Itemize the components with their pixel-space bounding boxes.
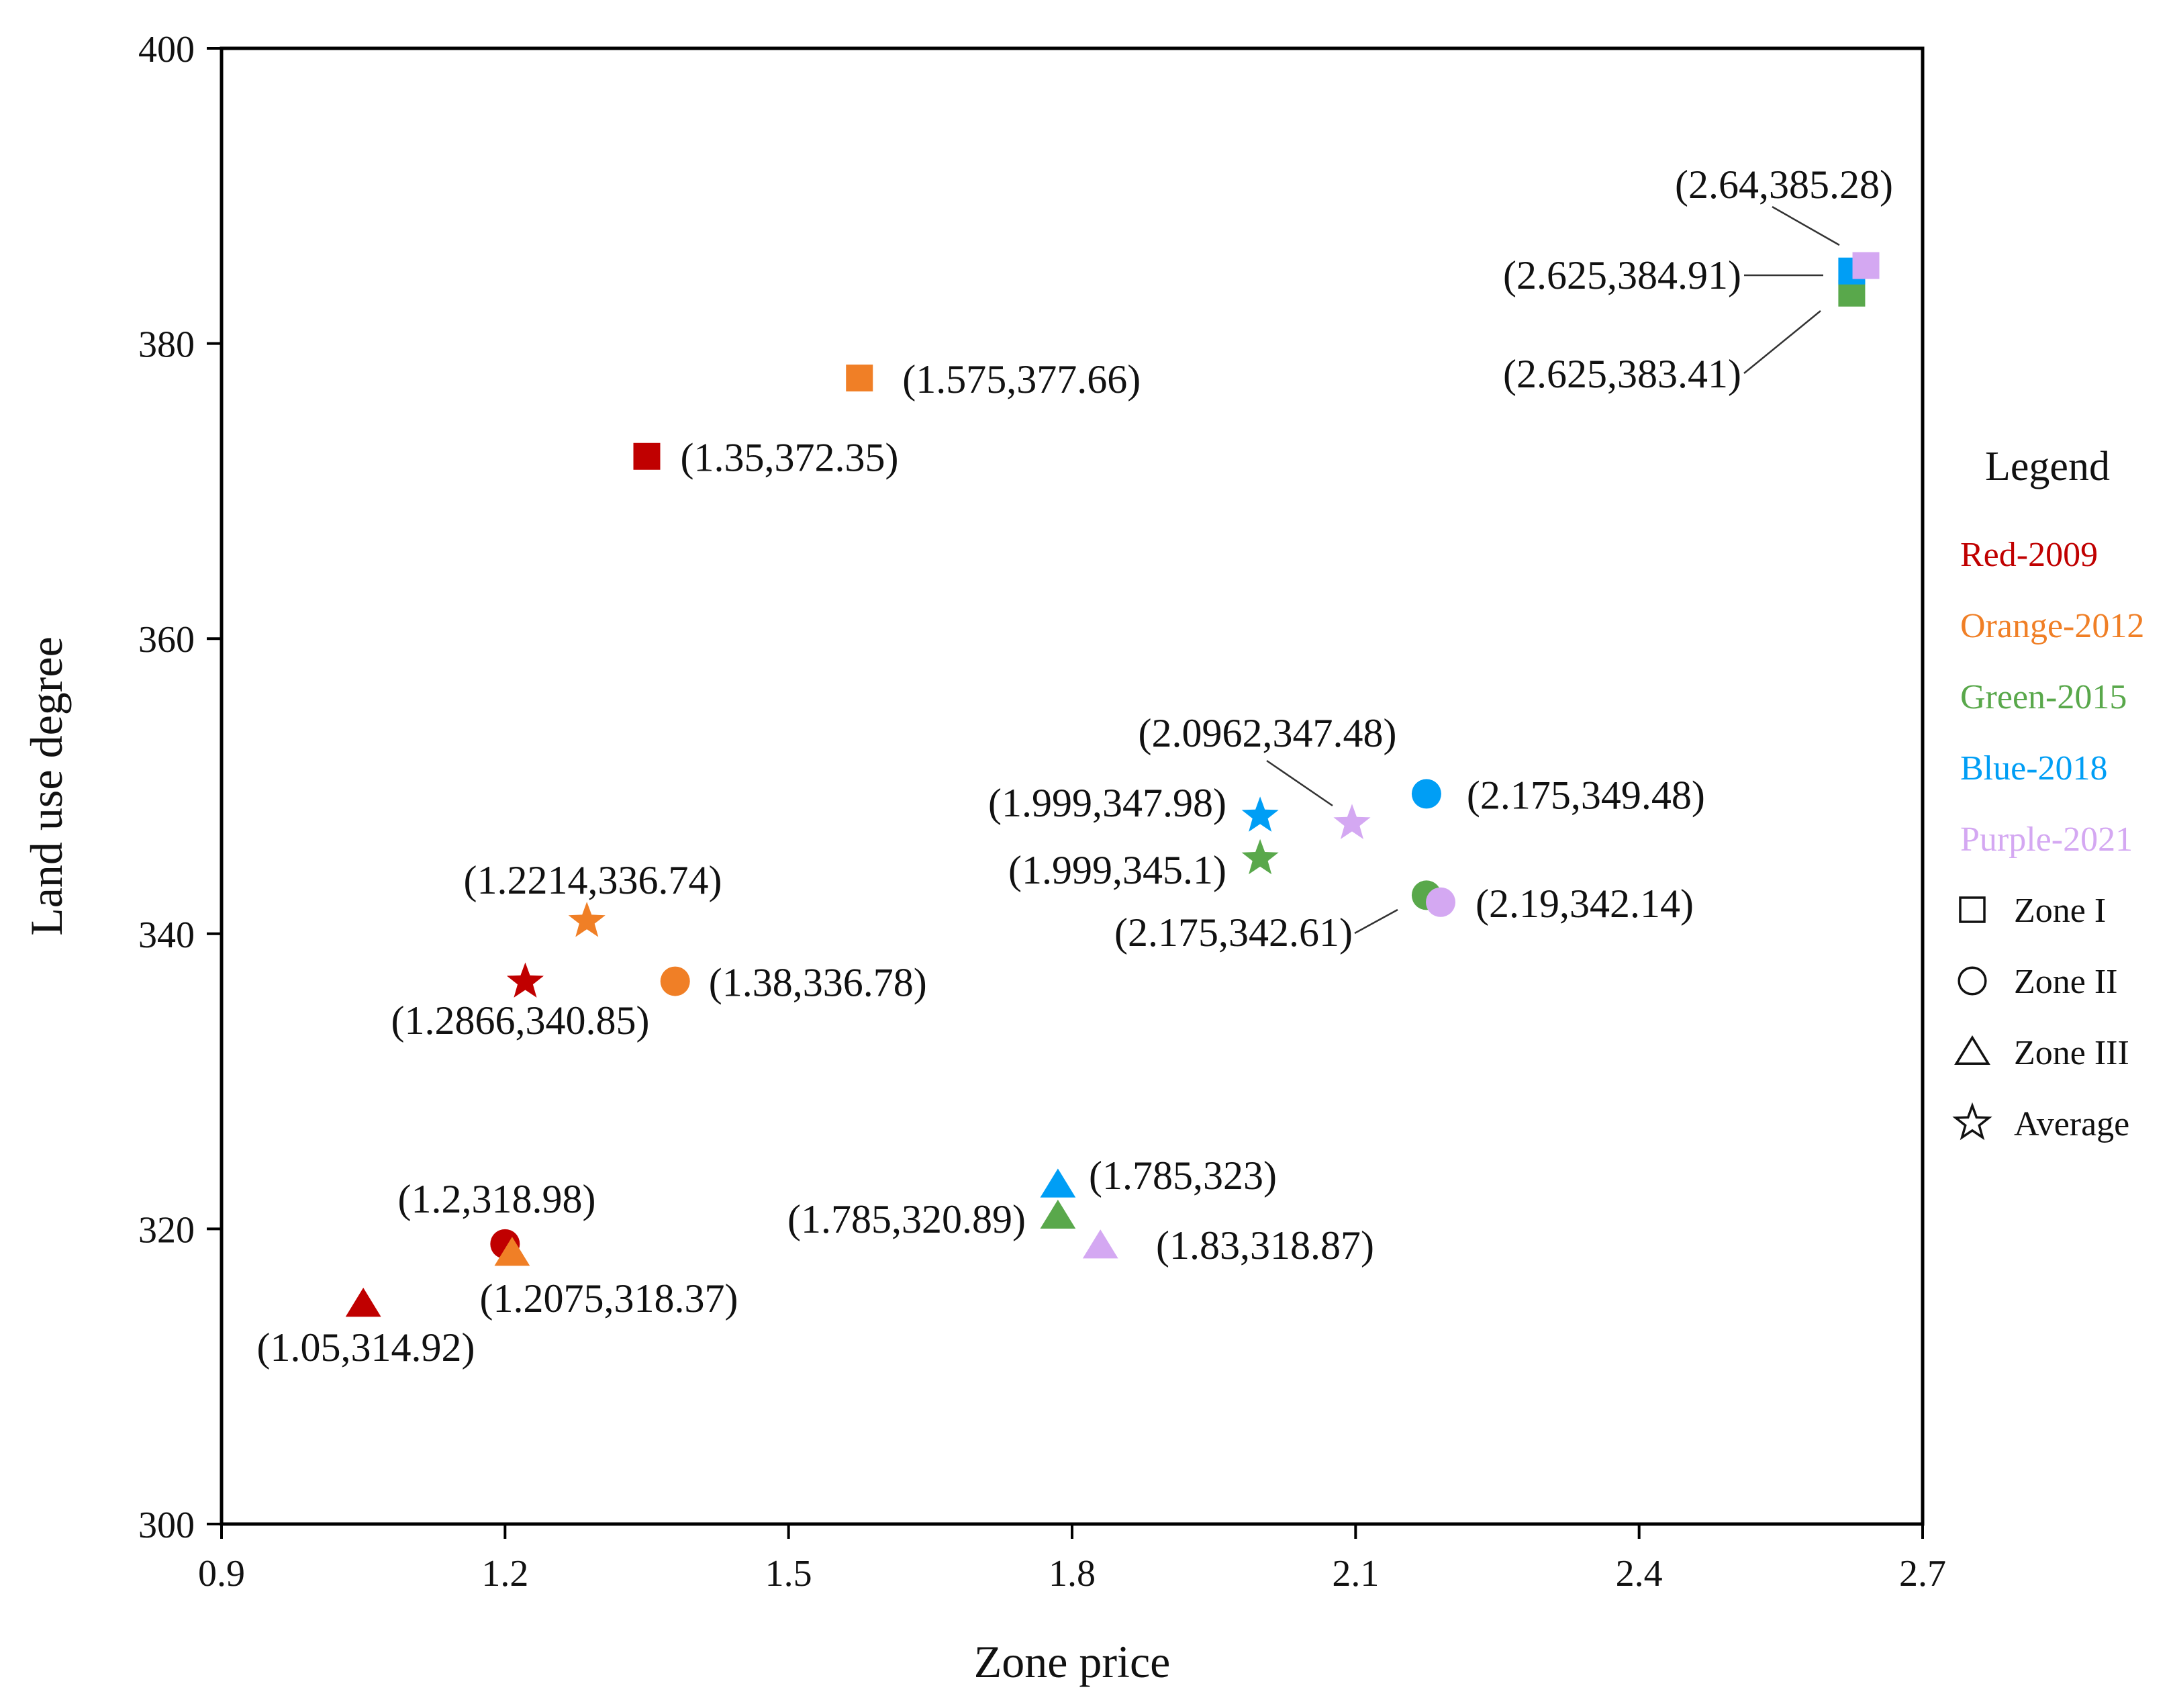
legend-title: Legend [1985, 444, 2110, 489]
x-tick-label: 2.1 [1332, 1553, 1379, 1595]
data-label-average-2009: (1.2866,340.85) [391, 998, 650, 1043]
marker-average-2009 [506, 962, 544, 998]
marker-zone1-2009 [633, 442, 661, 470]
y-tick-label: 320 [138, 1209, 195, 1251]
data-label-zone1-2009: (1.35,372.35) [681, 436, 899, 480]
data-markers [345, 252, 1880, 1317]
legend-item-zone3: Zone III [2014, 1034, 2129, 1072]
y-tick-label: 360 [138, 619, 195, 661]
legend-triangle-icon [1954, 1035, 1990, 1065]
data-label-average-2021: (2.0962,347.48) [1139, 711, 1397, 755]
marker-zone3-2009 [345, 1288, 381, 1317]
legend-item-2009: Red-2009 [1960, 536, 2098, 574]
marker-zone1-2021 [1852, 252, 1880, 279]
leader-line [1266, 759, 1333, 807]
legend: Legend Red-2009 Orange-2012 Green-2015 Blue… [1952, 444, 2144, 1143]
marker-average-2012 [568, 902, 606, 937]
marker-zone2-2012 [660, 966, 690, 996]
leader-line [1772, 205, 1840, 246]
x-tick-label: 1.8 [1049, 1553, 1096, 1595]
data-label-zone1-2018: (2.625,384.91) [1503, 253, 1741, 297]
marker-zone3-2012 [494, 1237, 530, 1266]
point-labels: (1.35,372.35)(1.575,377.66) (2.625,383.41… [257, 162, 1893, 1370]
x-tick-label: 1.5 [765, 1553, 812, 1595]
legend-item-zone2: Zone II [2014, 963, 2117, 1001]
legend-circle-icon [1958, 966, 1987, 996]
legend-item-zone1: Zone I [2014, 892, 2106, 930]
legend-item-average: Average [2014, 1105, 2129, 1143]
data-label-average-2012: (1.2214,336.74) [464, 858, 722, 902]
x-tick-label: 2.7 [1899, 1553, 1946, 1595]
y-tick-label: 340 [138, 914, 195, 956]
data-label-zone2-2012: (1.38,336.78) [709, 961, 927, 1005]
legend-item-2012: Orange-2012 [1960, 607, 2144, 645]
data-label-zone3-2015: (1.785,320.89) [787, 1197, 1026, 1241]
x-tick-label: 0.9 [198, 1553, 245, 1595]
data-label-zone3-2021: (1.83,318.87) [1156, 1223, 1374, 1268]
y-tick-label: 380 [138, 324, 195, 366]
x-tick-label: 2.4 [1616, 1553, 1663, 1595]
y-tick-label: 300 [138, 1505, 195, 1546]
y-axis-title: Land use degree [21, 636, 72, 936]
data-label-zone1-2012: (1.575,377.66) [902, 357, 1141, 401]
data-label-zone2-2009: (1.2,318.98) [398, 1177, 596, 1221]
marker-average-2018 [1241, 796, 1279, 832]
data-label-zone3-2009: (1.05,314.92) [257, 1325, 475, 1370]
data-label-average-2018: (1.999,347.98) [988, 781, 1226, 825]
legend-star-icon [1952, 1102, 1992, 1141]
marker-zone2-2018 [1411, 779, 1441, 809]
legend-item-2018: Blue-2018 [1960, 749, 2108, 788]
marker-zone3-2018 [1040, 1168, 1076, 1198]
leader-line [1354, 908, 1398, 935]
legend-item-2015: Green-2015 [1960, 678, 2127, 716]
axis-ticks: 0.9 1.2 1.5 1.8 2.1 2.4 2.7 300 320 340 360 380 400 [138, 29, 1946, 1595]
data-label-zone1-2015: (2.625,383.41) [1503, 352, 1741, 396]
legend-square-icon [1959, 896, 1986, 923]
marker-average-2015 [1241, 839, 1279, 875]
x-axis-title: Zone price [974, 1636, 1171, 1687]
data-label-zone2-2021: (2.19,342.14) [1476, 882, 1694, 926]
x-tick-label: 1.2 [481, 1553, 528, 1595]
data-label-average-2015: (1.999,345.1) [1008, 848, 1226, 892]
marker-zone1-2012 [846, 365, 873, 392]
marker-zone3-2021 [1082, 1229, 1118, 1259]
data-label-zone1-2021: (2.64,385.28) [1675, 162, 1893, 207]
marker-zone3-2015 [1040, 1199, 1076, 1229]
label-leader-lines [1266, 205, 1840, 935]
data-label-zone2-2018: (2.175,349.48) [1467, 773, 1705, 817]
data-label-zone3-2012: (1.2075,318.37) [480, 1276, 738, 1321]
data-label-zone3-2018: (1.785,323) [1089, 1153, 1277, 1198]
leader-line [1743, 310, 1821, 374]
marker-zone2-2021 [1426, 887, 1456, 917]
y-tick-label: 400 [138, 29, 195, 70]
marker-average-2021 [1333, 804, 1371, 839]
data-label-zone2-2015: (2.175,342.61) [1114, 910, 1353, 955]
legend-item-2021: Purple-2021 [1960, 820, 2133, 859]
